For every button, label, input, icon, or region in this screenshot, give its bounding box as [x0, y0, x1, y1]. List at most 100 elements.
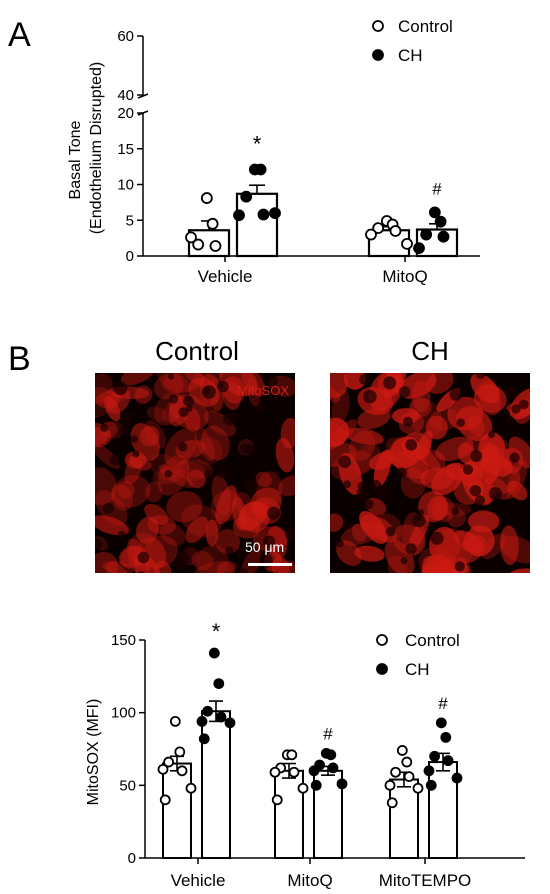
- cell: [391, 408, 420, 424]
- data-point: [209, 240, 222, 252]
- x-tick-label: Vehicle: [171, 871, 226, 890]
- cell: [120, 373, 155, 386]
- data-point: [269, 766, 281, 778]
- nucleus: [164, 470, 173, 478]
- y-tick-label: 150: [111, 632, 136, 649]
- bar-control-mitoq: [274, 769, 304, 859]
- data-point: [224, 717, 236, 729]
- cell: [215, 485, 238, 525]
- cell: [354, 545, 385, 562]
- nucleus: [95, 538, 103, 550]
- nucleus: [456, 418, 465, 428]
- cell: [185, 516, 209, 544]
- ch-micrograph: [330, 373, 530, 573]
- nucleus: [405, 543, 417, 555]
- cell: [507, 568, 530, 573]
- nucleus: [100, 423, 109, 432]
- nucleus: [223, 412, 237, 426]
- nucleus: [385, 526, 396, 537]
- x-tick-label: MitoQ: [287, 871, 332, 890]
- legend-label-ch: CH: [405, 660, 430, 679]
- cell: [193, 437, 223, 466]
- data-point: [365, 228, 377, 241]
- nucleus: [167, 373, 175, 380]
- cell: [153, 373, 184, 400]
- nucleus: [217, 380, 229, 393]
- cell: [241, 373, 266, 397]
- legend-label-control: Control: [398, 17, 453, 36]
- mitosox-mfi-chart: 0 50 100 150 MitoSOX (MFI) Vehicle MitoQ MitoTE…: [85, 619, 525, 890]
- significance-mark: #: [438, 694, 448, 713]
- significance-mark: #: [432, 179, 442, 198]
- x-tick-label: MitoTEMPO: [379, 871, 472, 890]
- data-point: [233, 209, 245, 222]
- cell: [157, 455, 190, 496]
- nucleus: [238, 568, 249, 573]
- nucleus: [168, 394, 179, 404]
- cell: [146, 406, 168, 422]
- significance-mark: #: [323, 724, 333, 743]
- cell: [369, 451, 395, 471]
- cell: [473, 384, 507, 413]
- nucleus: [236, 547, 246, 557]
- nucleus: [412, 514, 426, 528]
- nucleus: [216, 470, 224, 478]
- data-point: [401, 756, 413, 768]
- data-point: [396, 745, 408, 756]
- cell: [271, 556, 290, 573]
- nucleus: [370, 479, 382, 491]
- legend-marker-ch: [376, 663, 388, 675]
- data-point: [451, 772, 463, 784]
- nucleus: [400, 557, 408, 565]
- control-micrograph: MitoSOX 50 μm: [95, 373, 295, 573]
- data-point: [271, 794, 283, 806]
- cell: [330, 417, 350, 447]
- x-tick-label: Vehicle: [198, 267, 253, 286]
- nucleus: [509, 452, 520, 463]
- data-point: [196, 715, 208, 727]
- nucleus: [222, 469, 230, 476]
- nucleus: [356, 487, 370, 501]
- cell: [205, 519, 219, 547]
- nucleus: [178, 407, 189, 418]
- data-point: [169, 715, 181, 727]
- significance-mark: *: [253, 131, 262, 156]
- nucleus: [285, 526, 295, 541]
- data-point: [200, 192, 213, 204]
- data-point: [325, 749, 337, 761]
- data-point: [442, 755, 454, 767]
- data-point: [174, 746, 186, 758]
- y-axis-label-line2: (Endothelium Disrupted): [88, 62, 105, 235]
- panel-a-letter: A: [8, 16, 31, 54]
- cell: [506, 460, 528, 500]
- significance-mark: *: [212, 619, 221, 644]
- data-point: [215, 711, 227, 723]
- data-point: [206, 217, 219, 230]
- data-point: [429, 750, 441, 762]
- cell: [453, 475, 483, 505]
- y-tick-label: 10: [117, 177, 134, 194]
- data-point: [413, 242, 425, 255]
- y-tick-label: 15: [117, 141, 134, 158]
- data-point: [336, 778, 348, 790]
- nucleus: [359, 373, 370, 385]
- nucleus: [488, 486, 503, 501]
- data-point: [240, 190, 253, 203]
- y-tick-label: 20: [117, 105, 134, 122]
- cell: [191, 550, 214, 571]
- nucleus: [186, 405, 193, 412]
- nucleus: [405, 439, 417, 451]
- data-point: [297, 782, 309, 794]
- cell: [203, 410, 236, 437]
- nucleus: [119, 425, 130, 436]
- cell: [278, 475, 295, 497]
- y-tick-label: 100: [111, 705, 136, 722]
- data-point: [435, 717, 447, 729]
- data-point: [372, 222, 385, 235]
- x-tick-label: MitoQ: [382, 267, 427, 286]
- nucleus: [345, 522, 353, 529]
- data-point: [420, 228, 433, 241]
- legend-marker-control: [372, 20, 384, 32]
- scale-bar: [248, 563, 292, 566]
